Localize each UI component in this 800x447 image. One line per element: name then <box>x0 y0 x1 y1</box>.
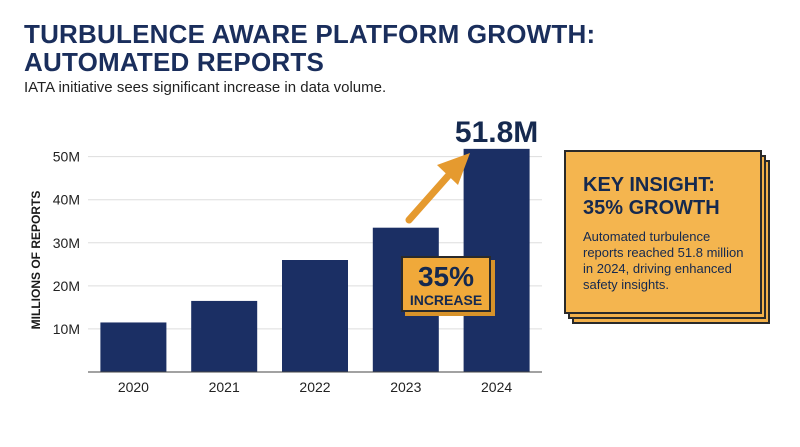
increase-callout: 35% INCREASE <box>401 256 491 312</box>
x-tick-label: 2024 <box>481 379 512 395</box>
x-tick-label: 2022 <box>299 379 330 395</box>
increase-word: INCREASE <box>409 292 483 308</box>
bar-2020 <box>100 322 167 372</box>
y-tick-label: 30M <box>53 235 80 251</box>
y-tick-label: 20M <box>53 278 80 294</box>
growth-arrow-shaft <box>405 172 452 224</box>
x-tick-label: 2021 <box>209 379 240 395</box>
bar-2021 <box>191 300 258 372</box>
key-insight-card: KEY INSIGHT: 35% GROWTH Automated turbul… <box>564 150 762 314</box>
key-insight-body: Automated turbulence reports reached 51.… <box>583 229 744 292</box>
y-axis-label: MILLIONS OF REPORTS <box>29 191 43 330</box>
key-insight-heading: KEY INSIGHT: 35% GROWTH <box>583 174 720 219</box>
page-title: TURBULENCE AWARE PLATFORM GROWTH: AUTOMA… <box>24 19 596 77</box>
y-tick-label: 50M <box>53 149 80 165</box>
page-subtitle: IATA initiative sees significant increas… <box>24 79 387 96</box>
value-label-2024: 51.8M <box>455 116 538 149</box>
y-tick-label: 10M <box>53 321 80 337</box>
growth-arrow-head <box>437 153 470 185</box>
y-tick-label: 40M <box>53 192 80 208</box>
x-tick-label: 2023 <box>390 379 421 395</box>
increase-percent: 35% <box>417 261 475 292</box>
x-tick-label: 2020 <box>118 379 149 395</box>
growth-arrow <box>405 153 470 224</box>
bar-2022 <box>282 260 348 372</box>
